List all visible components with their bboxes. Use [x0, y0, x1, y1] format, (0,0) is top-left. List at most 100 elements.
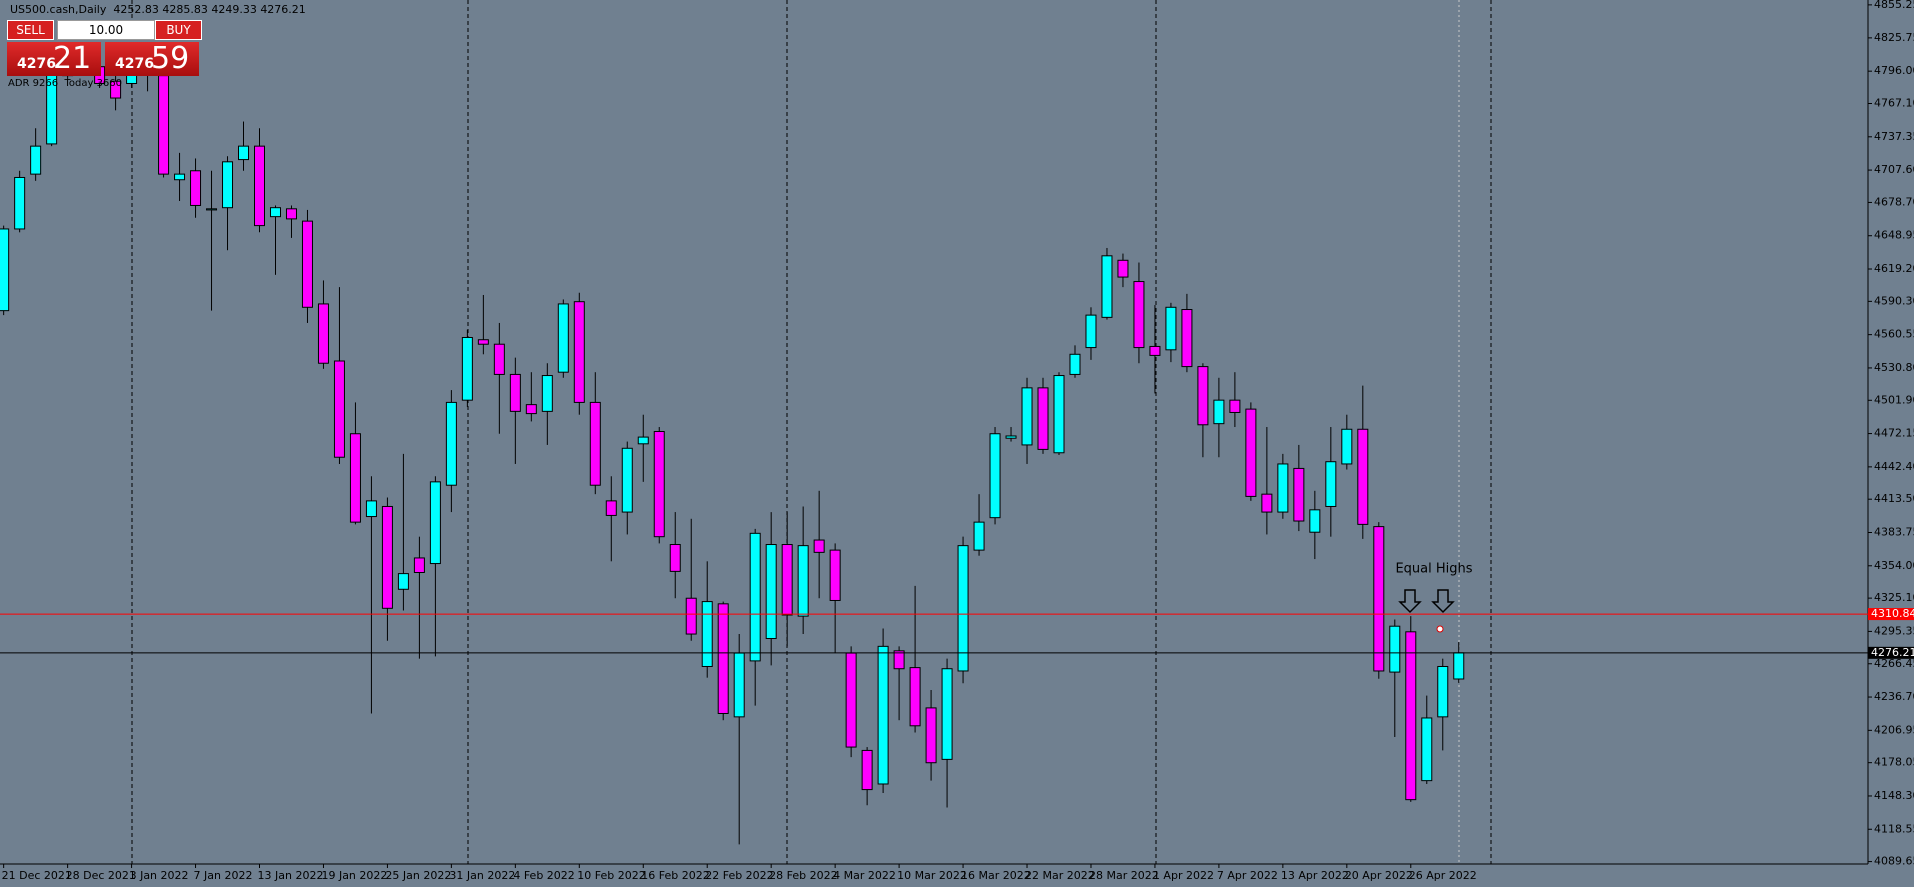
x-tick-label: 7 Jan 2022 [194, 869, 253, 882]
y-tick-label: 4148.30 [1874, 789, 1914, 802]
candle-body [1373, 526, 1385, 672]
candle-body [301, 220, 313, 308]
price-big: 59 [151, 41, 190, 76]
candle-body [893, 650, 905, 670]
buy-button[interactable]: BUY [155, 20, 202, 40]
candle-body [1357, 428, 1369, 525]
candle-body [1005, 435, 1017, 439]
y-tick-label: 4530.80 [1874, 361, 1914, 374]
candle-body [110, 80, 122, 99]
y-tick-label: 4442.40 [1874, 460, 1914, 473]
y-tick-label: 4678.70 [1874, 195, 1914, 208]
candle-body [541, 375, 553, 412]
y-tick-label: 4178.05 [1874, 756, 1914, 769]
candle-body [1229, 399, 1241, 413]
candle-body [701, 601, 713, 667]
candle-body [1325, 461, 1337, 507]
candle-body [909, 667, 921, 727]
sell-button[interactable]: SELL [7, 20, 54, 40]
candle-body [381, 505, 393, 609]
candle-body [941, 668, 953, 760]
x-tick-label: 10 Mar 2022 [897, 869, 967, 882]
y-tick-label: 4648.95 [1874, 229, 1914, 242]
x-tick-label: 16 Mar 2022 [961, 869, 1031, 882]
candle-body [525, 404, 537, 415]
y-tick-label: 4295.35 [1874, 624, 1914, 637]
x-tick-label: 1 Apr 2022 [1153, 869, 1214, 882]
x-tick-label: 13 Apr 2022 [1281, 869, 1349, 882]
candle-body [1389, 625, 1401, 673]
candle-body [1085, 314, 1097, 349]
y-tick-label: 4472.15 [1874, 427, 1914, 440]
y-tick-label: 4619.20 [1874, 262, 1914, 275]
x-tick-label: 25 Jan 2022 [385, 869, 451, 882]
trade-panel: SELL 10.00 BUY 4276 21 4276 59 [5, 18, 202, 76]
candle-body [174, 173, 186, 181]
candle-body [989, 433, 1001, 519]
x-tick-label: 10 Feb 2022 [577, 869, 645, 882]
candle-body [1213, 399, 1225, 425]
candle-body [653, 430, 665, 538]
candle-body [1101, 255, 1113, 318]
x-tick-label: 28 Feb 2022 [769, 869, 837, 882]
candle-body [1197, 366, 1209, 426]
y-tick-label: 4560.55 [1874, 328, 1914, 341]
x-tick-label: 4 Feb 2022 [513, 869, 574, 882]
candle-body [1341, 428, 1353, 465]
candle-body [1245, 408, 1257, 497]
candle-body [621, 447, 633, 513]
y-tick-label: 4737.35 [1874, 130, 1914, 143]
candle-body [669, 544, 681, 572]
arrow [1398, 589, 1422, 614]
candle-body [829, 549, 841, 601]
candle-body [445, 401, 457, 486]
candle-body [1309, 509, 1321, 533]
y-tick-label: 4590.30 [1874, 294, 1914, 307]
arrow [1431, 589, 1455, 614]
candle-body [781, 544, 793, 616]
candle-body [1117, 259, 1129, 278]
candle-body [861, 749, 873, 791]
x-tick-label: 28 Mar 2022 [1089, 869, 1159, 882]
candle-body [685, 597, 697, 635]
candle-body [1405, 631, 1417, 801]
buy-price[interactable]: 4276 59 [105, 41, 199, 76]
x-tick-label: 22 Mar 2022 [1025, 869, 1095, 882]
candle-body [222, 161, 234, 209]
candle-body [557, 303, 569, 373]
candle-body [1133, 281, 1145, 349]
candle-body [1165, 306, 1177, 351]
y-tick-label: 4206.95 [1874, 723, 1914, 736]
candle-body [14, 176, 26, 230]
candle-body [413, 557, 425, 573]
price-tag [1868, 646, 1914, 659]
candle-body [30, 145, 42, 175]
x-tick-label: 31 Jan 2022 [449, 869, 515, 882]
y-tick-label: 4767.10 [1874, 97, 1914, 110]
candle-body [285, 208, 297, 220]
x-tick-label: 22 Feb 2022 [705, 869, 773, 882]
candle-body [637, 436, 649, 445]
candle-body [877, 645, 889, 785]
candle-body [605, 500, 617, 516]
candle-body [1053, 375, 1065, 454]
volume-input[interactable]: 10.00 [57, 20, 155, 40]
candle-body [1149, 345, 1161, 356]
candle-body [493, 343, 505, 375]
ohlc: 4252.83 4285.83 4249.33 4276.21 [113, 3, 306, 16]
sell-price[interactable]: 4276 21 [7, 41, 101, 76]
candle-body [717, 603, 729, 714]
price-main: 4276 [17, 56, 56, 72]
candle-body [845, 652, 857, 748]
candle-body [1453, 652, 1465, 680]
symbol-header: US500.cash,Daily 4252.83 4285.83 4249.33… [10, 3, 306, 16]
x-tick-label: 26 Apr 2022 [1409, 869, 1477, 882]
y-tick-label: 4796.00 [1874, 64, 1914, 77]
price-big: 21 [53, 41, 92, 76]
indicator-text: ADR 9266 Today 3660 [8, 78, 123, 89]
candle-body [190, 170, 202, 206]
x-tick-label: 3 Jan 2022 [130, 869, 189, 882]
candle-body [269, 207, 281, 218]
candle-body [349, 433, 361, 523]
candle-body [429, 481, 441, 565]
